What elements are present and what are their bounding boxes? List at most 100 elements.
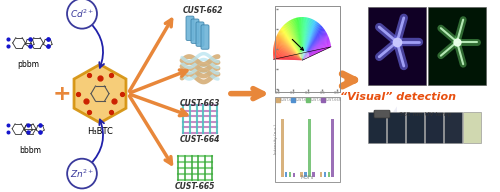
Polygon shape	[302, 46, 331, 60]
Polygon shape	[302, 22, 318, 60]
Polygon shape	[302, 27, 323, 60]
FancyBboxPatch shape	[191, 19, 199, 43]
Polygon shape	[302, 24, 320, 60]
Text: MOFs: MOFs	[301, 175, 314, 180]
Polygon shape	[302, 17, 304, 60]
Text: CUST-663: CUST-663	[295, 98, 312, 103]
Polygon shape	[302, 17, 307, 60]
Polygon shape	[298, 17, 302, 60]
Polygon shape	[274, 47, 302, 60]
Polygon shape	[302, 17, 306, 60]
Polygon shape	[274, 45, 302, 60]
Bar	[368, 112, 386, 143]
Polygon shape	[74, 64, 126, 123]
Polygon shape	[302, 18, 308, 60]
Polygon shape	[276, 36, 302, 60]
Polygon shape	[302, 26, 322, 60]
Polygon shape	[299, 17, 302, 60]
Bar	[308, 119, 310, 176]
Bar	[368, 7, 426, 85]
Polygon shape	[275, 40, 302, 60]
Text: 0.2: 0.2	[290, 91, 296, 95]
Polygon shape	[302, 28, 324, 60]
FancyBboxPatch shape	[201, 25, 209, 49]
Text: pbbm: pbbm	[17, 60, 39, 70]
Polygon shape	[282, 26, 302, 60]
Polygon shape	[302, 18, 312, 60]
Polygon shape	[302, 40, 330, 60]
Polygon shape	[282, 26, 302, 60]
Polygon shape	[302, 25, 321, 60]
Polygon shape	[274, 46, 302, 60]
Polygon shape	[274, 42, 302, 60]
Polygon shape	[296, 18, 302, 60]
Polygon shape	[302, 38, 329, 60]
Polygon shape	[290, 20, 302, 60]
Polygon shape	[273, 52, 302, 60]
Polygon shape	[297, 17, 302, 60]
Polygon shape	[277, 34, 302, 60]
Polygon shape	[302, 42, 330, 60]
Polygon shape	[287, 22, 302, 60]
Polygon shape	[302, 20, 314, 60]
Polygon shape	[302, 31, 326, 60]
Text: 0.6: 0.6	[320, 91, 325, 95]
Polygon shape	[286, 23, 302, 60]
Text: 0.0: 0.0	[275, 91, 281, 95]
Polygon shape	[302, 18, 310, 60]
Polygon shape	[273, 50, 302, 60]
Text: CUST-662: CUST-662	[280, 98, 297, 103]
Polygon shape	[302, 21, 316, 60]
Polygon shape	[274, 58, 302, 60]
Text: bbbm: bbbm	[19, 146, 41, 155]
Bar	[275, 6, 340, 92]
Polygon shape	[276, 37, 302, 60]
Polygon shape	[280, 30, 302, 60]
Bar	[300, 172, 303, 176]
Text: 0.4: 0.4	[304, 91, 310, 95]
FancyArrowPatch shape	[90, 119, 104, 165]
Polygon shape	[276, 38, 302, 60]
Polygon shape	[276, 35, 302, 60]
Text: 365 nm UV lamp: 365 nm UV lamp	[399, 112, 452, 117]
Polygon shape	[302, 37, 329, 60]
Polygon shape	[273, 48, 302, 60]
FancyBboxPatch shape	[186, 16, 194, 41]
Polygon shape	[302, 17, 303, 60]
Polygon shape	[302, 39, 330, 60]
Text: H₃BTC: H₃BTC	[87, 127, 113, 136]
Polygon shape	[285, 23, 302, 60]
Bar	[289, 172, 292, 176]
Polygon shape	[302, 31, 326, 60]
Polygon shape	[302, 41, 330, 60]
Polygon shape	[273, 55, 302, 60]
Polygon shape	[302, 34, 328, 60]
Polygon shape	[274, 43, 302, 60]
Polygon shape	[302, 19, 313, 60]
Polygon shape	[302, 17, 306, 60]
Polygon shape	[302, 30, 325, 60]
Polygon shape	[273, 54, 302, 60]
Polygon shape	[274, 57, 302, 60]
Bar	[463, 112, 481, 143]
Polygon shape	[302, 20, 315, 60]
Text: $Zn^{2+}$: $Zn^{2+}$	[70, 167, 94, 180]
Polygon shape	[293, 19, 302, 60]
Polygon shape	[283, 25, 302, 60]
Bar	[332, 119, 334, 176]
Polygon shape	[302, 45, 331, 60]
Polygon shape	[280, 28, 302, 60]
Text: 0.8: 0.8	[334, 91, 340, 95]
Polygon shape	[289, 21, 302, 60]
Polygon shape	[294, 18, 302, 60]
Bar	[387, 112, 405, 143]
Polygon shape	[302, 19, 314, 60]
Text: +: +	[52, 84, 72, 104]
Polygon shape	[302, 36, 328, 60]
Polygon shape	[291, 19, 302, 60]
Polygon shape	[302, 17, 308, 60]
Bar	[428, 7, 486, 85]
Text: CUST-664: CUST-664	[310, 98, 327, 103]
Polygon shape	[302, 35, 328, 60]
Polygon shape	[294, 18, 302, 60]
